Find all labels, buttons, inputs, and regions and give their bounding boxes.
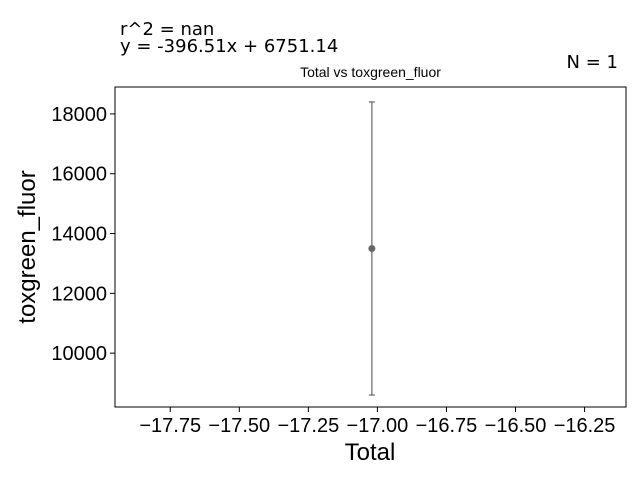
y-tick-label: 16000	[51, 164, 107, 186]
x-tick-label: −17.75	[139, 415, 201, 437]
y-axis: 10000 12000 14000 16000 18000	[51, 104, 115, 365]
x-tick-label: −17.50	[208, 415, 270, 437]
y-axis-label: toxgreen_fluor	[14, 170, 41, 323]
x-axis-label: Total	[345, 439, 396, 466]
x-tick-label: −17.25	[277, 415, 339, 437]
data-point	[368, 244, 376, 252]
x-tick-label: −16.25	[554, 415, 616, 437]
x-axis: −17.75 −17.50 −17.25 −17.00 −16.75 −16.50 −16.…	[139, 407, 615, 437]
x-tick-label: −16.50	[485, 415, 547, 437]
chart-title: Total vs toxgreen_fluor	[300, 64, 441, 80]
x-tick-label: −16.75	[416, 415, 478, 437]
data-marks	[368, 101, 376, 396]
regression-equation-annotation: y = -396.51x + 6751.14	[120, 36, 339, 57]
y-tick-label: 12000	[51, 283, 107, 305]
x-tick-label: −17.00	[347, 415, 409, 437]
y-tick-label: 18000	[51, 104, 107, 126]
sample-count-annotation: N = 1	[566, 52, 618, 73]
plot-frame	[114, 86, 627, 408]
y-tick-label: 10000	[51, 343, 107, 365]
y-tick-label: 14000	[51, 224, 107, 246]
r-squared-annotation: r^2 = nan	[120, 19, 215, 40]
